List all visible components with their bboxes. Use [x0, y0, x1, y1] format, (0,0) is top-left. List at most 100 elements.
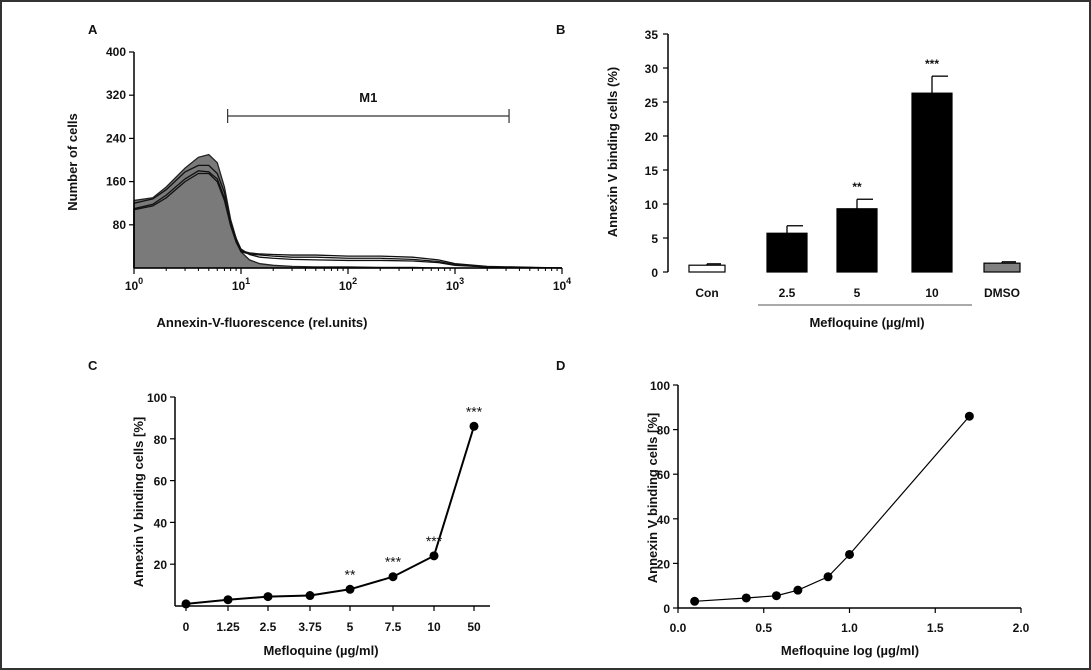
- data-point: [964, 411, 974, 421]
- category-label: 2.5: [779, 286, 796, 300]
- bar-con: [688, 264, 726, 273]
- x-tick-exponent: 4: [566, 276, 571, 286]
- bars: [688, 75, 1021, 273]
- x-tick-label: 7.5: [385, 620, 402, 634]
- y-tick-label: 60: [657, 468, 671, 482]
- data-point: [793, 585, 803, 595]
- y-tick-label: 20: [154, 558, 168, 572]
- x-tick-label: 1.25: [216, 620, 240, 634]
- y-tick-label: 80: [113, 218, 127, 232]
- y-tick-label: 30: [645, 62, 659, 76]
- y-tick-label: 20: [657, 557, 671, 571]
- y-tick-label: 320: [106, 88, 126, 102]
- category-label: DMSO: [984, 286, 1020, 300]
- significance-label: ***: [466, 403, 483, 419]
- category-labels: Con 2.5 5 10 DMSO: [695, 286, 1020, 300]
- x-tick-labels: 100 101 102 103 104: [125, 276, 571, 293]
- y-axis-label: Annexin V binding cells [%]: [645, 413, 660, 583]
- x-axis-label: Mefloquine (µg/ml): [263, 643, 378, 658]
- x-tick-labels: 0 1.25 2.5 3.75 5 7.5 10 50: [183, 620, 481, 634]
- significance-label: **: [852, 180, 862, 194]
- histogram-series-4: [133, 172, 563, 269]
- panel-d-line-chart: 0 20 40 60 80 100 0.0 0.5 1.0 1.5 2.0 Mefloquine …: [645, 379, 1030, 658]
- x-axis-label: Annexin-V-fluorescence (rel.units): [157, 315, 368, 330]
- x-tick-label: 3.75: [298, 620, 322, 634]
- y-tick-label: 100: [147, 391, 167, 405]
- y-tick-label: 35: [645, 28, 659, 42]
- series-polyline: [185, 425, 475, 605]
- x-tick-label: 50: [467, 620, 481, 634]
- data-point: [223, 595, 233, 605]
- data-point: [771, 591, 781, 601]
- significance-label: **: [345, 566, 356, 582]
- x-tick-label: 102: [339, 276, 357, 293]
- x-tick-label: 10: [427, 620, 441, 634]
- y-tick-label: 10: [645, 198, 659, 212]
- panel-letter-b: B: [556, 22, 565, 37]
- significance-label: ***: [925, 57, 939, 71]
- x-tick-exponent: 2: [352, 276, 357, 286]
- y-tick-label: 160: [106, 175, 126, 189]
- y-tick-label: 15: [645, 164, 659, 178]
- bar-5: [836, 208, 878, 273]
- data-point: [429, 551, 439, 561]
- significance-labels: ***********: [345, 403, 483, 582]
- x-tick-base: 10: [553, 279, 567, 293]
- y-tick-label: 400: [106, 45, 126, 59]
- significance-label: ***: [426, 533, 443, 549]
- bar-2.5: [766, 232, 808, 273]
- x-tick-base: 10: [125, 279, 139, 293]
- y-tick-label: 0: [663, 602, 670, 616]
- axes: [673, 384, 1022, 613]
- data-point: [263, 592, 273, 602]
- x-tick-label: 1.0: [841, 621, 858, 635]
- y-tick-labels: 80 160 240 320 400: [106, 45, 126, 232]
- panel-letter-a: A: [88, 22, 98, 37]
- x-tick-label: 1.5: [927, 621, 944, 635]
- data-point: [345, 584, 355, 594]
- x-tick-label: 0.0: [670, 621, 687, 635]
- x-tick-label: 5: [347, 620, 354, 634]
- x-tick-labels: 0.0 0.5 1.0 1.5 2.0: [670, 621, 1030, 635]
- y-tick-label: 5: [651, 232, 658, 246]
- x-tick-base: 10: [232, 279, 246, 293]
- panel-letter-c: C: [88, 358, 98, 373]
- category-label: 10: [925, 286, 939, 300]
- data-point: [181, 599, 191, 609]
- axes: [663, 33, 669, 273]
- x-tick-exponent: 1: [245, 276, 250, 286]
- y-tick-labels: 0 20 40 60 80 100: [650, 379, 670, 616]
- y-tick-labels: 0 5 10 15 20 25 30 35: [645, 28, 659, 280]
- category-label: 5: [854, 286, 861, 300]
- x-tick-exponent: 3: [459, 276, 464, 286]
- y-tick-label: 40: [657, 513, 671, 527]
- y-tick-label: 80: [657, 424, 671, 438]
- y-axis-label: Annexin V binding cells [%]: [131, 417, 146, 587]
- y-tick-label: 40: [154, 516, 168, 530]
- significance-labels: *****: [852, 57, 939, 194]
- y-tick-labels: 20 40 60 80 100: [147, 391, 167, 572]
- x-tick-label: 101: [232, 276, 250, 293]
- x-tick-label: 2.0: [1013, 621, 1030, 635]
- x-tick-exponent: 0: [138, 276, 143, 286]
- bar-dmso: [983, 262, 1021, 273]
- x-tick-label: 2.5: [260, 620, 277, 634]
- data-points: [181, 421, 479, 609]
- x-tick-label: 100: [125, 276, 143, 293]
- y-axis-label: Annexin V binding cells (%): [605, 67, 620, 237]
- x-tick-base: 10: [339, 279, 353, 293]
- data-points: [690, 411, 974, 606]
- y-tick-label: 100: [650, 379, 670, 393]
- y-tick-label: 20: [645, 130, 659, 144]
- data-point: [469, 421, 479, 431]
- m1-marker-label: M1: [359, 90, 377, 105]
- axes: [170, 396, 490, 611]
- data-point: [388, 572, 398, 582]
- y-tick-label: 60: [154, 475, 168, 489]
- x-tick-label: 0: [183, 620, 190, 634]
- y-tick-label: 80: [154, 433, 168, 447]
